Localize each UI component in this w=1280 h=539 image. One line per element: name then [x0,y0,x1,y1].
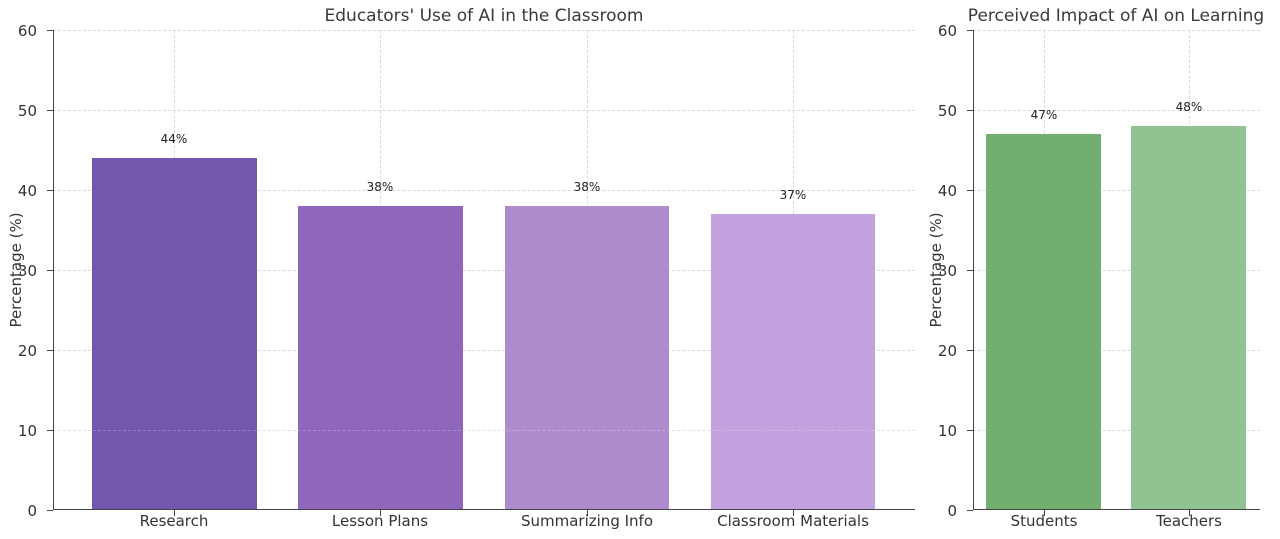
y-tick: 50 [938,102,973,120]
gridline [53,350,915,351]
gridline [973,190,1260,191]
y-tick: 20 [18,342,53,360]
x-tick-label: Summarizing Info [520,512,654,530]
x-tick [380,510,381,516]
y-tick-label: 40 [17,182,37,200]
y-tick: 20 [938,342,973,360]
bar-value-label: 44% [160,132,188,146]
x-tick [1189,510,1190,516]
gridline [53,30,915,31]
y-tick: 30 [18,262,53,280]
x-tick [174,510,175,516]
y-tick-label: 30 [17,262,37,280]
bar-value-label: 38% [366,180,394,194]
y-tick-label: 10 [17,422,37,440]
y-tick: 60 [18,22,53,40]
gridline [53,110,915,111]
x-axis [973,509,1260,510]
gridline [973,350,1260,351]
y-tick-label: 50 [937,102,957,120]
bar-value-label: 48% [1175,100,1203,114]
bar-summarizing-info [505,206,669,510]
chart-title: Perceived Impact of AI on Learning [967,6,1265,26]
y-axis [973,30,974,510]
y-tick-label: 0 [27,502,37,520]
gridline [53,190,915,191]
gridline [973,270,1260,271]
y-tick-label: 40 [937,182,957,200]
y-tick-label: 30 [937,262,957,280]
chart-title: Educators' Use of AI in the Classroom [324,6,644,26]
y-tick-label: 20 [937,342,957,360]
bar-value-label: 38% [573,180,601,194]
bar-lesson-plans [298,206,463,510]
bar-value-label: 37% [779,188,807,202]
x-tick [587,510,588,516]
y-tick: 10 [18,422,53,440]
x-tick-label: Lesson Plans [331,512,429,530]
y-tick-label: 60 [17,22,37,40]
y-tick: 0 [27,502,53,520]
y-tick: 0 [947,502,973,520]
plot-area: 44% 38% 38% 37% 0 10 20 30 40 50 60 Rese… [18,22,915,530]
gridline [973,430,1260,431]
gridline [53,430,915,431]
y-tick-label: 10 [937,422,957,440]
y-tick: 10 [938,422,973,440]
y-tick: 40 [938,182,973,200]
bar-classroom-materials [711,214,875,510]
gridline [973,30,1260,31]
gridline [53,430,915,431]
plot-area: 47% 48% 0 10 20 30 40 50 60 Students Tea… [938,22,1260,530]
y-tick: 50 [18,102,53,120]
y-axis [53,30,54,510]
gridline [53,270,915,271]
x-tick-label: Research [139,512,209,530]
y-tick-label: 20 [17,342,37,360]
y-tick: 30 [938,262,973,280]
bar-students [986,134,1101,510]
gridline [973,110,1260,111]
y-tick-label: 60 [937,22,957,40]
y-tick-label: 50 [17,102,37,120]
y-tick: 60 [938,22,973,40]
bar-value-label: 47% [1030,108,1058,122]
bar-teachers [1131,126,1246,510]
x-tick-label: Teachers [1156,512,1222,530]
x-tick-label: Students [1010,512,1078,530]
x-axis [53,509,915,510]
bar-research [92,158,257,510]
y-tick: 40 [18,182,53,200]
x-tick-label: Classroom Materials [717,512,869,530]
x-tick [1044,510,1045,516]
x-tick [793,510,794,516]
y-tick-label: 0 [947,502,957,520]
